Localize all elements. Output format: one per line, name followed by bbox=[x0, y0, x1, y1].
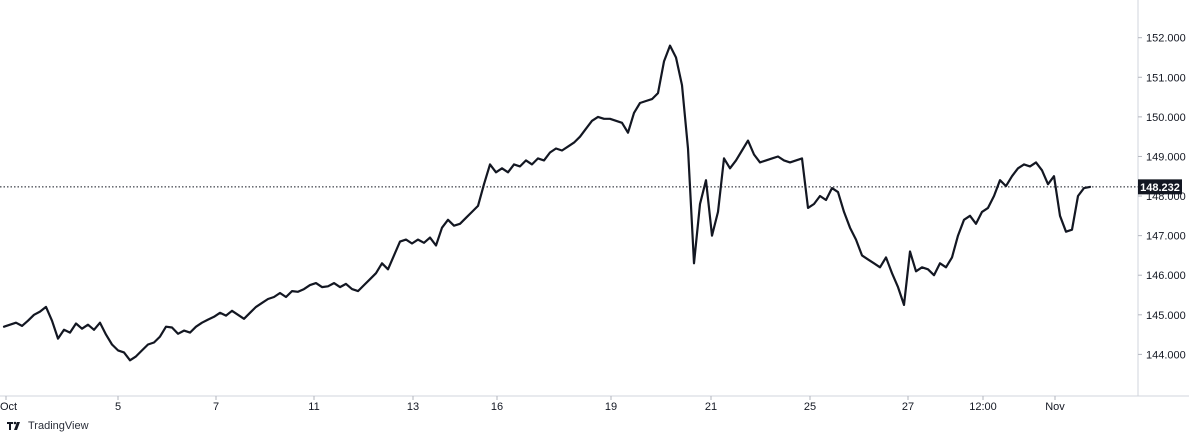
time-tick-label: 11 bbox=[308, 401, 319, 413]
price-tick-label: 152.000 bbox=[1146, 33, 1186, 45]
time-tick-label: 13 bbox=[407, 401, 419, 413]
tradingview-logo-icon bbox=[7, 421, 20, 430]
price-tick-label: 151.000 bbox=[1146, 72, 1186, 84]
time-tick-label: 12:00 bbox=[969, 401, 997, 413]
brand-label: TradingView bbox=[28, 420, 89, 432]
chart-frame bbox=[0, 0, 1189, 397]
price-tick-label: 148.000 bbox=[1146, 191, 1186, 203]
price-axis[interactable]: 144.000 145.000 146.000 147.000 148.000 149.0… bbox=[1138, 33, 1186, 362]
time-axis[interactable]: Oct 5 7 11 13 16 19 21 25 27 12:00 Nov bbox=[0, 396, 1065, 413]
price-series bbox=[2, 44, 1092, 362]
price-tick-label: 149.000 bbox=[1146, 151, 1186, 163]
time-tick-label: 21 bbox=[705, 401, 717, 413]
last-price-label: 148.232 bbox=[1140, 182, 1180, 194]
last-price-marker: 148.232 bbox=[0, 179, 1182, 195]
time-tick-label: Oct bbox=[0, 401, 17, 413]
attribution: TradingView bbox=[6, 418, 89, 434]
last-price-label-box bbox=[1138, 179, 1182, 195]
price-tick-label: 150.000 bbox=[1146, 112, 1186, 124]
time-tick-label: 19 bbox=[605, 401, 617, 413]
price-tick-label: 147.000 bbox=[1146, 231, 1186, 243]
price-tick-label: 145.000 bbox=[1146, 310, 1186, 322]
time-tick-label: 7 bbox=[213, 401, 219, 413]
time-tick-label: 16 bbox=[491, 401, 503, 413]
time-tick-label: Nov bbox=[1045, 401, 1065, 413]
time-tick-label: 5 bbox=[115, 401, 121, 413]
time-tick-label: 27 bbox=[902, 401, 914, 413]
price-series-line bbox=[2, 44, 1092, 362]
time-tick-label: 25 bbox=[804, 401, 816, 413]
price-tick-label: 146.000 bbox=[1146, 270, 1186, 282]
price-tick-label: 144.000 bbox=[1146, 349, 1186, 361]
